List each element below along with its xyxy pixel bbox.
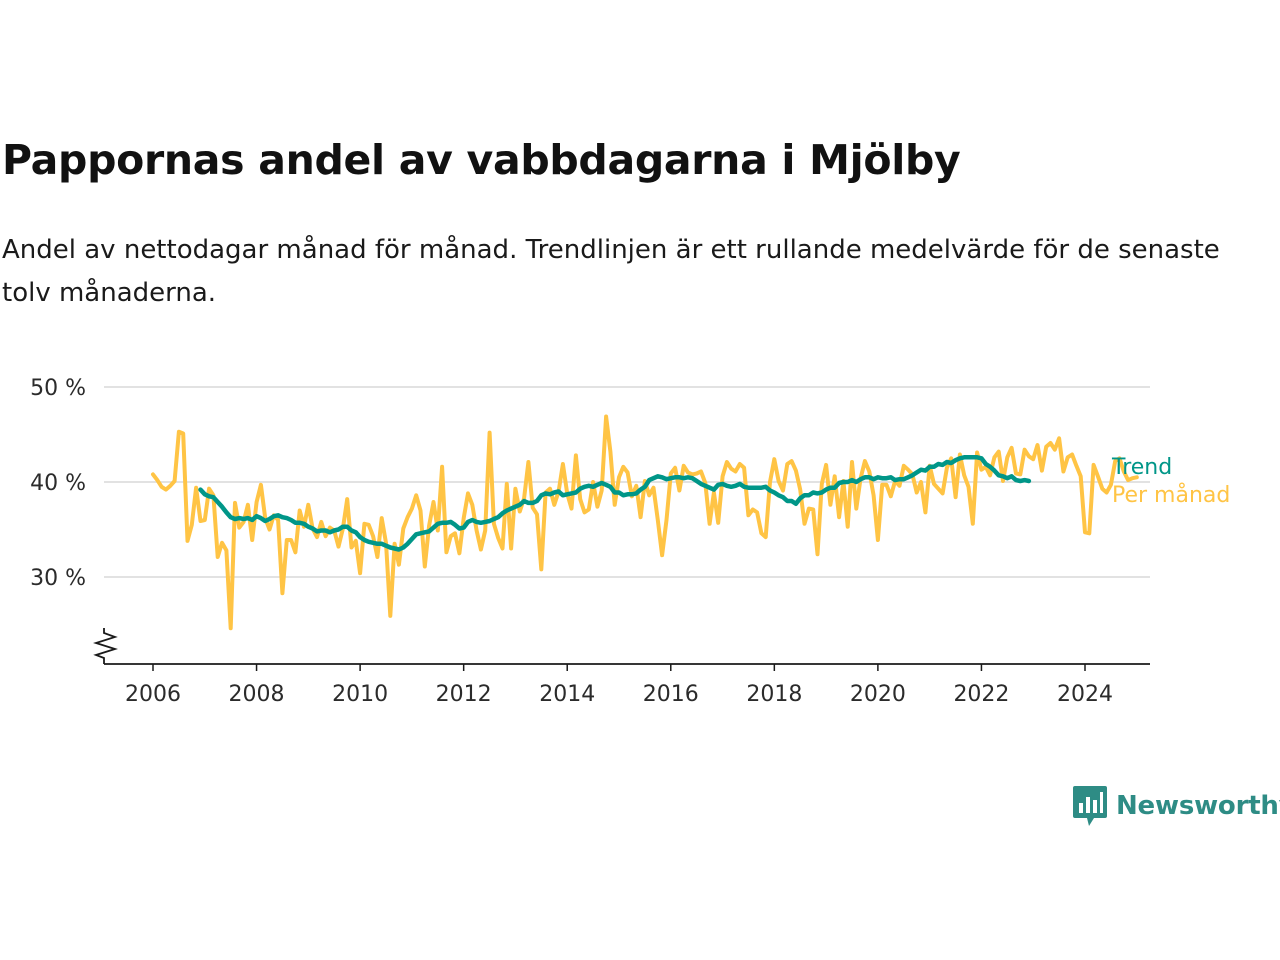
- x-tick-label: 2018: [746, 682, 802, 707]
- x-tick-label: 2024: [1057, 682, 1113, 707]
- chart-subtitle: Andel av nettodagar månad för månad. Tre…: [2, 235, 1220, 308]
- trend-series-line: [198, 455, 1032, 552]
- x-tick-label: 2008: [229, 682, 285, 707]
- newsworthy-chart-bubble-icon: [1073, 786, 1107, 826]
- newsworthy-logo: Newsworthy: [1072, 784, 1280, 828]
- line-chart: 30 % 40 % 50 % 2006 2008 2010 2012 2014 2016 201…: [30, 376, 1230, 707]
- grid-lines: [104, 386, 1150, 578]
- axis-break-icon: [93, 628, 118, 664]
- x-tick-label: 2014: [539, 682, 595, 707]
- y-tick-label: 30 %: [30, 566, 86, 591]
- legend-label-trend: Trend: [1111, 455, 1172, 480]
- x-tick-label: 2016: [643, 682, 699, 707]
- chart-title: Pappornas andel av vabbdagarna i Mjölby: [2, 136, 961, 184]
- legend-label-monthly: Per månad: [1112, 482, 1230, 508]
- x-tick-label: 2020: [850, 682, 906, 707]
- series-lines: [151, 414, 1139, 631]
- x-tick-label: 2022: [953, 682, 1009, 707]
- y-axis: 30 % 40 % 50 %: [30, 376, 86, 591]
- y-tick-label: 40 %: [30, 471, 86, 496]
- x-axis: 2006 2008 2010 2012 2014 2016 2018 2020 2022 2024: [93, 628, 1150, 707]
- x-tick-label: 2006: [125, 682, 181, 707]
- monthly-series-line: [151, 414, 1139, 631]
- y-tick-label: 50 %: [30, 376, 86, 401]
- brand-name: Newsworthy: [1116, 791, 1280, 821]
- x-tick-label: 2012: [436, 682, 492, 707]
- x-tick-label: 2010: [332, 682, 388, 707]
